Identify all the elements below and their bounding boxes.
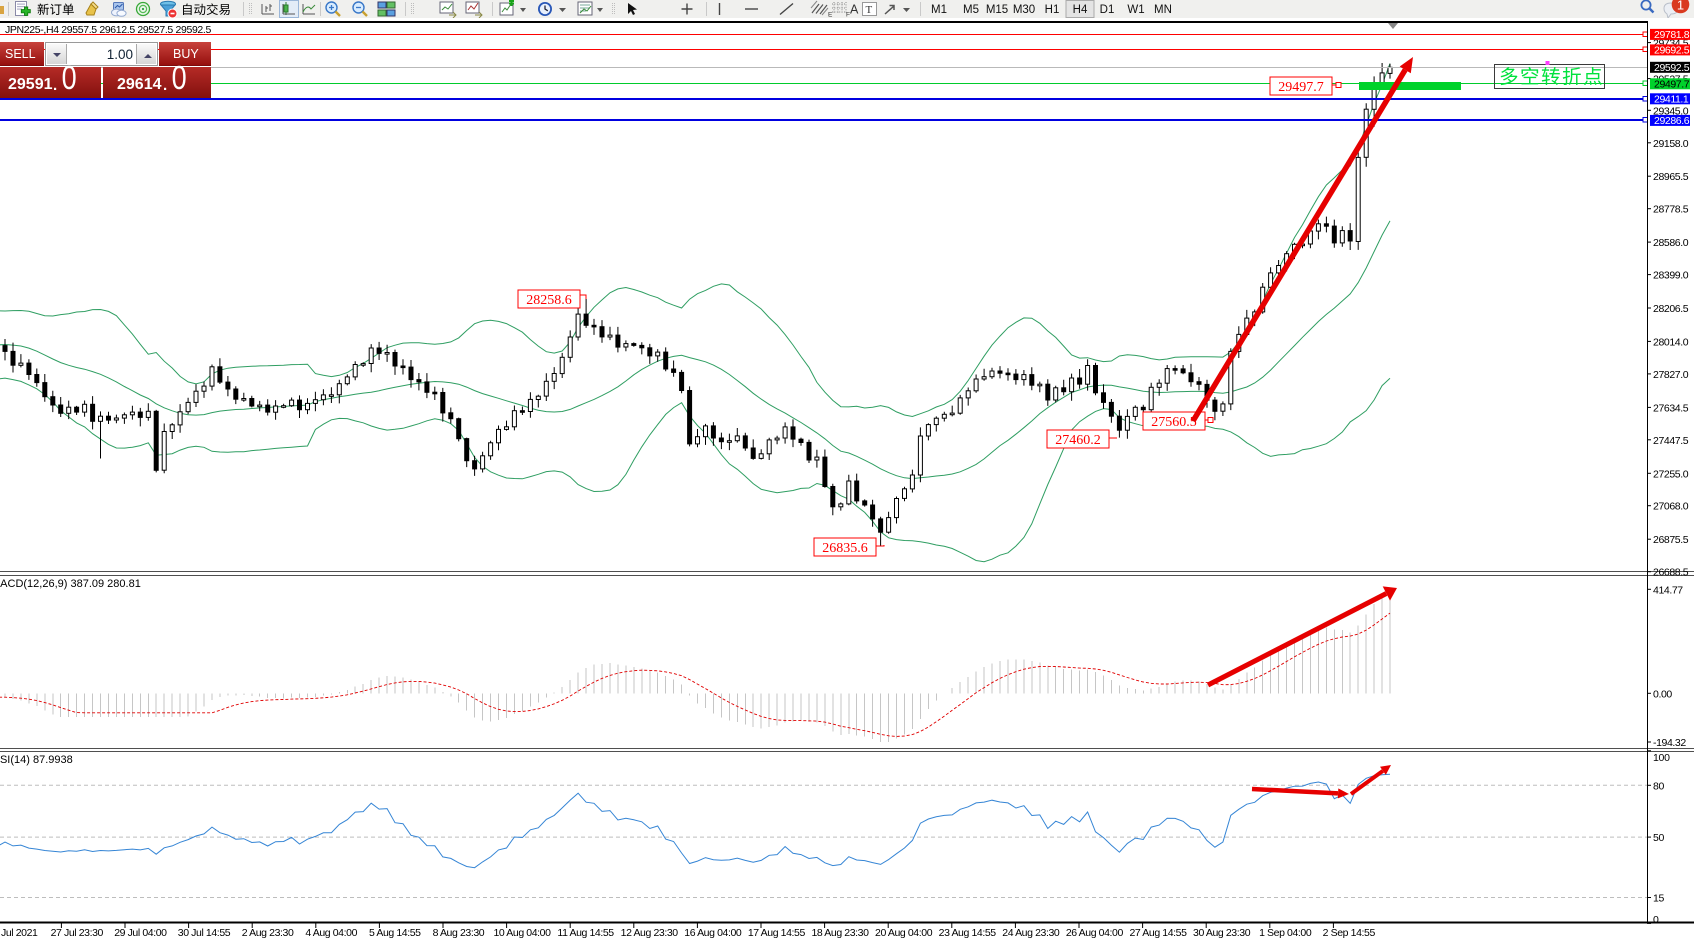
svg-text:2 Sep 14:55: 2 Sep 14:55 [1323, 927, 1376, 939]
svg-text:29692.5: 29692.5 [1654, 45, 1690, 57]
svg-text:M15: M15 [986, 4, 1008, 16]
svg-text:27 Aug 14:55: 27 Aug 14:55 [1129, 927, 1187, 939]
svg-text:4 Aug 04:00: 4 Aug 04:00 [305, 927, 357, 939]
svg-text:29497.7: 29497.7 [1654, 79, 1690, 91]
svg-text:H1: H1 [1045, 4, 1060, 16]
svg-text:A: A [850, 3, 859, 17]
svg-text:28014.0: 28014.0 [1653, 336, 1689, 348]
svg-text:27068.0: 27068.0 [1653, 501, 1689, 513]
svg-text:8 Aug 23:30: 8 Aug 23:30 [433, 927, 485, 939]
svg-text:29497.7: 29497.7 [1278, 80, 1324, 95]
svg-text:Jul 2021: Jul 2021 [1, 927, 38, 939]
svg-text:29286.6: 29286.6 [1654, 115, 1690, 127]
svg-text:26875.5: 26875.5 [1653, 534, 1689, 546]
svg-text:27560.5: 27560.5 [1151, 415, 1197, 430]
svg-text:18 Aug 23:30: 18 Aug 23:30 [811, 927, 869, 939]
svg-text:12 Aug 23:30: 12 Aug 23:30 [621, 927, 679, 939]
svg-text:11 Aug 14:55: 11 Aug 14:55 [557, 927, 614, 939]
svg-text:1 Sep 04:00: 1 Sep 04:00 [1259, 927, 1312, 939]
svg-text:27460.2: 27460.2 [1055, 433, 1101, 448]
svg-text:MACD(12,26,9) 387.09 280.81: MACD(12,26,9) 387.09 280.81 [0, 578, 141, 590]
svg-text:5 Aug 14:55: 5 Aug 14:55 [369, 927, 421, 939]
svg-text:28206.5: 28206.5 [1653, 303, 1689, 315]
svg-text:27447.5: 27447.5 [1653, 435, 1689, 447]
svg-text:27634.5: 27634.5 [1653, 402, 1689, 414]
svg-text:28586.0: 28586.0 [1653, 237, 1689, 249]
svg-text:M1: M1 [931, 4, 947, 16]
svg-text:D1: D1 [1100, 4, 1115, 16]
svg-text:28399.0: 28399.0 [1653, 270, 1689, 282]
svg-text:50: 50 [1653, 832, 1665, 844]
svg-text:28258.6: 28258.6 [526, 293, 572, 308]
svg-text:M30: M30 [1013, 4, 1035, 16]
svg-text:H4: H4 [1073, 4, 1088, 16]
svg-text:28965.5: 28965.5 [1653, 171, 1689, 183]
svg-text:2 Aug 23:30: 2 Aug 23:30 [242, 927, 294, 939]
svg-text:RSI(14) 87.9938: RSI(14) 87.9938 [0, 754, 73, 766]
svg-text:17 Aug 14:55: 17 Aug 14:55 [748, 927, 806, 939]
svg-text:T: T [866, 4, 873, 16]
svg-text:29158.0: 29158.0 [1653, 138, 1689, 150]
svg-text:JPN225-,H4 29557.5 29612.5 29: JPN225-,H4 29557.5 29612.5 29527.5 29592… [5, 24, 211, 36]
svg-text:20 Aug 04:00: 20 Aug 04:00 [875, 927, 933, 939]
svg-text:M5: M5 [963, 4, 979, 16]
svg-text:29345.0: 29345.0 [1653, 105, 1689, 117]
svg-text:27255.0: 27255.0 [1653, 468, 1689, 480]
svg-text:23 Aug 14:55: 23 Aug 14:55 [939, 927, 997, 939]
svg-text:F: F [846, 12, 850, 19]
svg-text:26835.6: 26835.6 [822, 541, 868, 556]
svg-text:80: 80 [1653, 780, 1665, 792]
svg-text:26 Aug 04:00: 26 Aug 04:00 [1066, 927, 1124, 939]
svg-text:0: 0 [1653, 914, 1659, 926]
svg-text:10 Aug 04:00: 10 Aug 04:00 [493, 927, 551, 939]
svg-text:30 Jul 14:55: 30 Jul 14:55 [178, 927, 231, 939]
svg-text:29781.8: 29781.8 [1654, 29, 1690, 41]
svg-text:29411.1: 29411.1 [1654, 94, 1689, 106]
svg-text:29592.5: 29592.5 [1654, 62, 1690, 74]
svg-text:27 Jul 23:30: 27 Jul 23:30 [51, 927, 104, 939]
svg-text:15: 15 [1653, 893, 1665, 905]
svg-text:E: E [828, 12, 833, 19]
svg-text:100: 100 [1653, 752, 1670, 764]
svg-text:1: 1 [1677, 0, 1684, 13]
svg-text:30 Aug 23:30: 30 Aug 23:30 [1193, 927, 1251, 939]
svg-text:MN: MN [1154, 4, 1172, 16]
svg-text:W1: W1 [1127, 4, 1144, 16]
svg-text:-194.32: -194.32 [1653, 737, 1686, 749]
svg-text:26688.5: 26688.5 [1653, 567, 1689, 579]
svg-text:27827.0: 27827.0 [1653, 369, 1689, 381]
svg-text:28778.5: 28778.5 [1653, 204, 1689, 216]
svg-text:414.77: 414.77 [1653, 584, 1683, 596]
svg-text:16 Aug 04:00: 16 Aug 04:00 [684, 927, 742, 939]
svg-text:29 Jul 04:00: 29 Jul 04:00 [114, 927, 167, 939]
svg-text:24 Aug 23:30: 24 Aug 23:30 [1002, 927, 1060, 939]
svg-text:0.00: 0.00 [1653, 688, 1672, 700]
